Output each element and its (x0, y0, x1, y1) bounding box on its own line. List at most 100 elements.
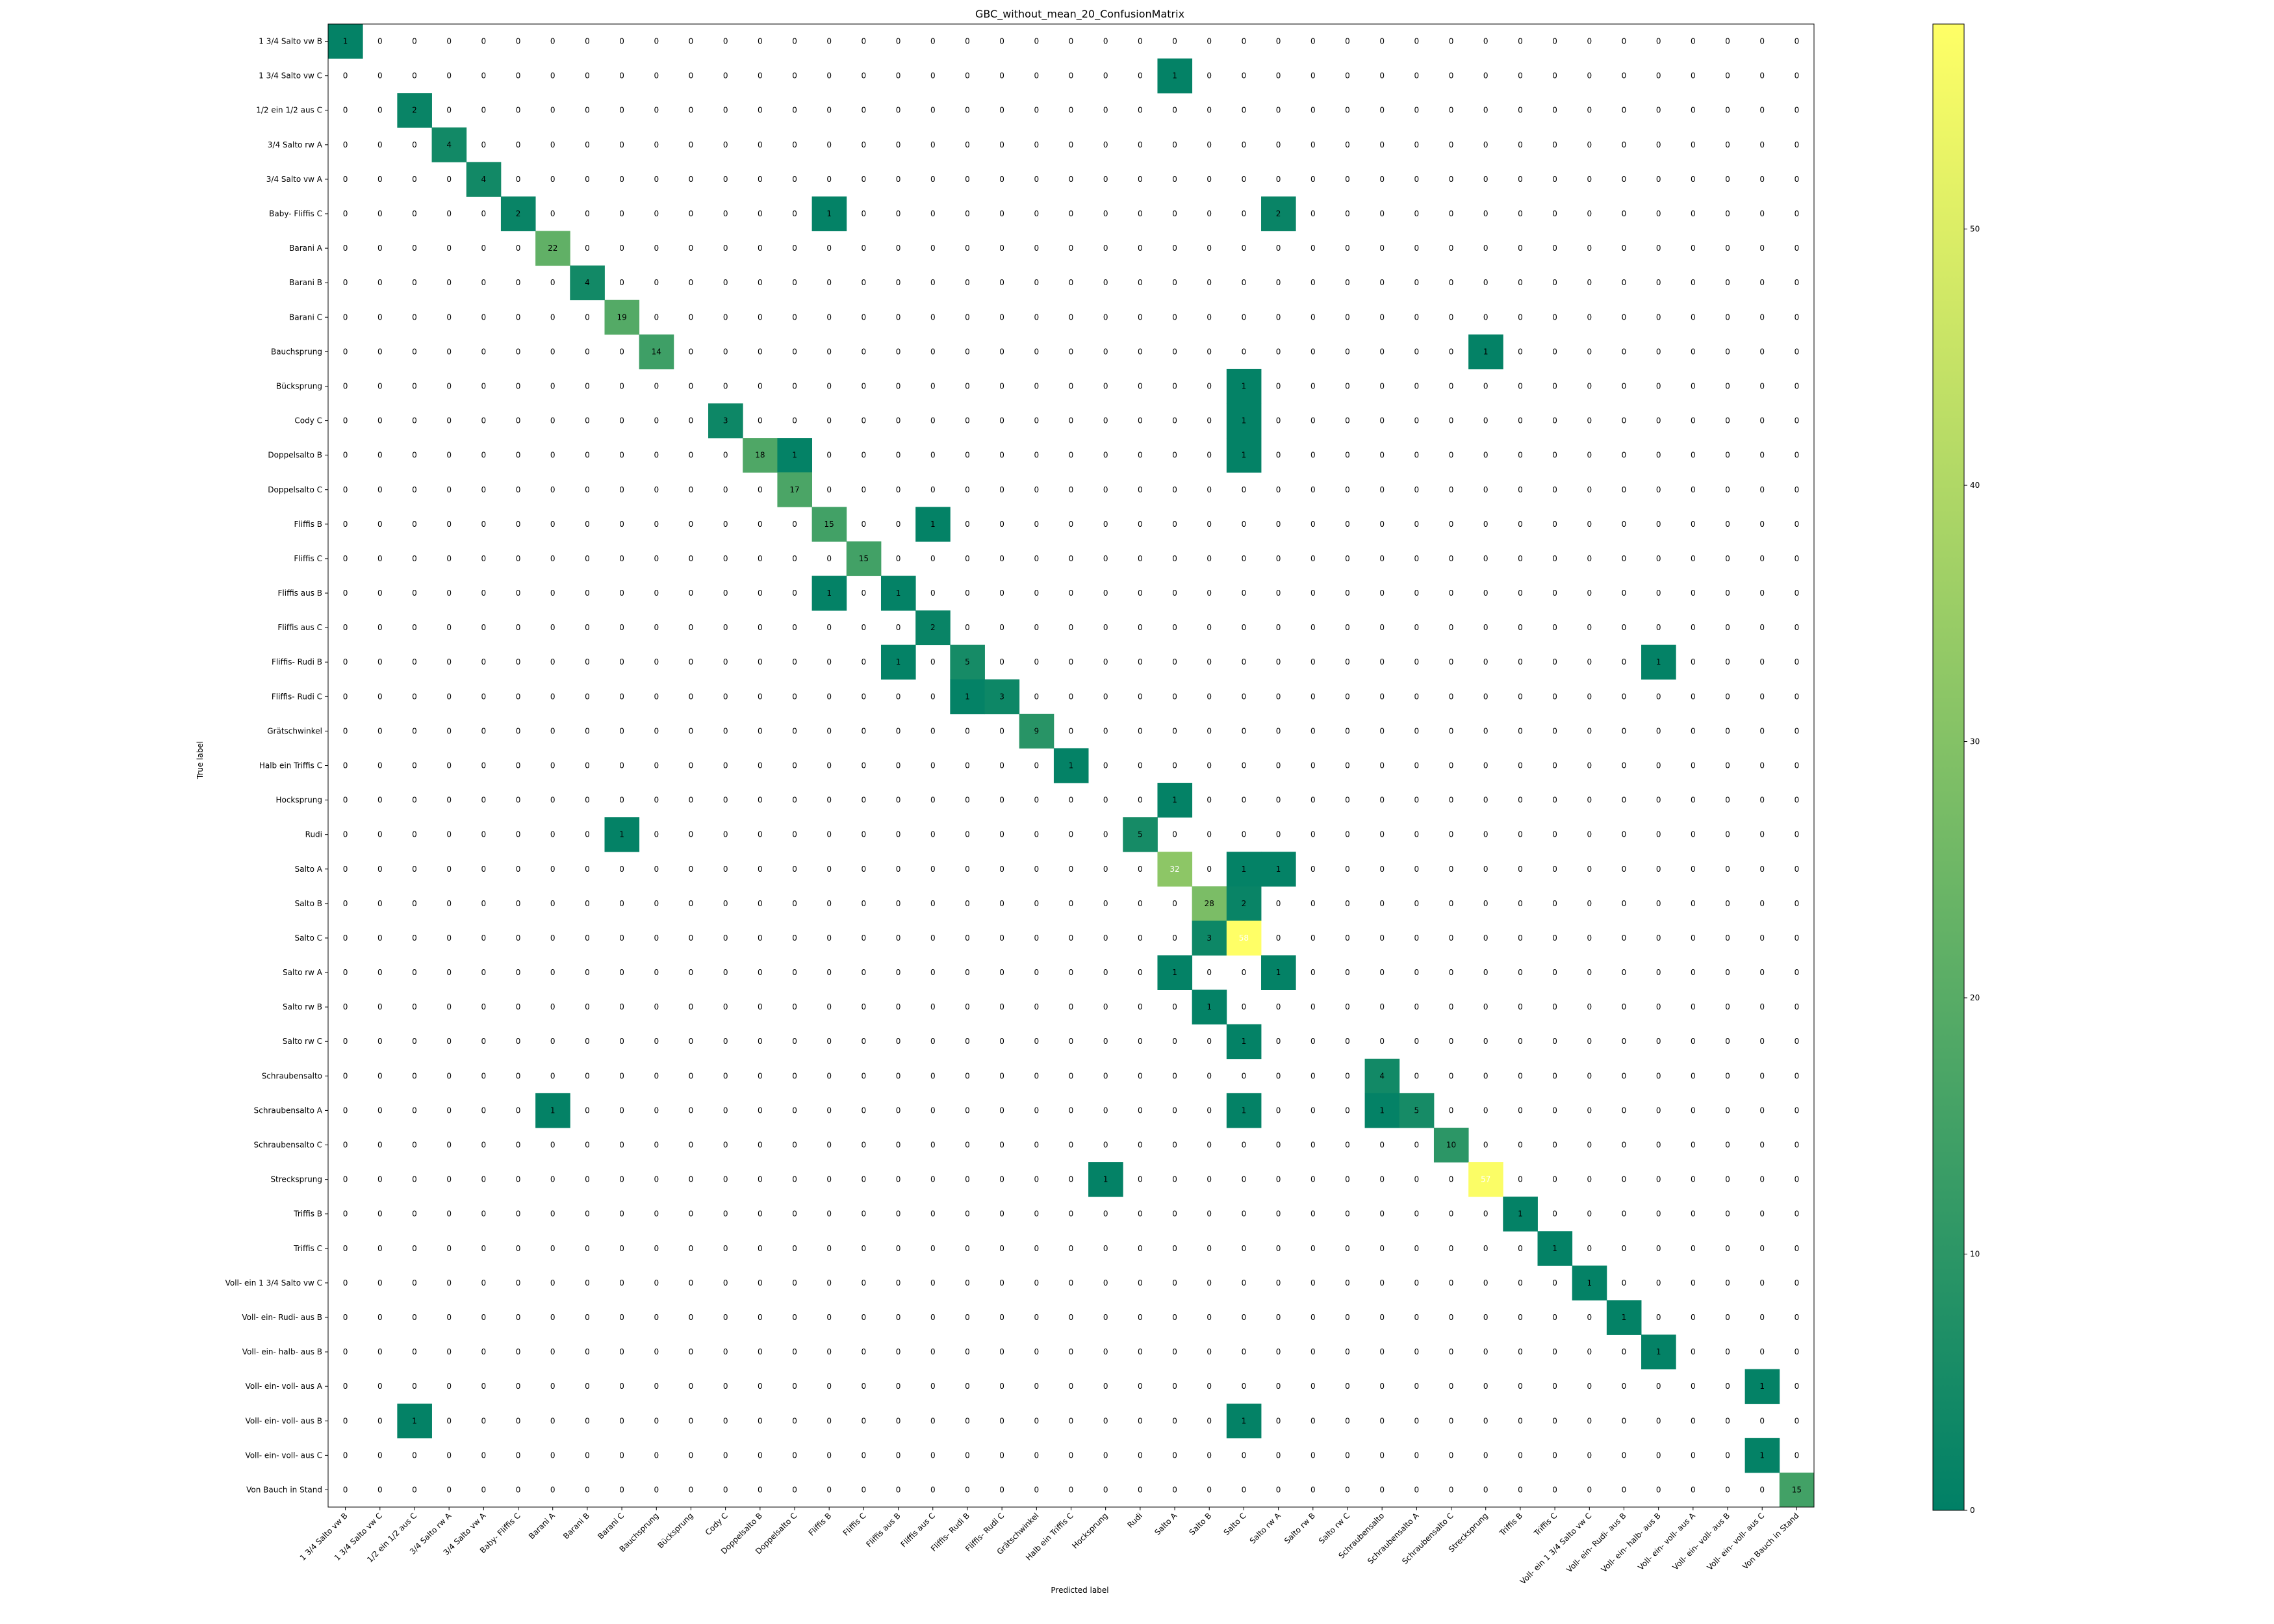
cell-value-label: 0 (1414, 1416, 1420, 1425)
cell-value-label: 0 (1138, 485, 1143, 494)
cell-value-label: 0 (1518, 1002, 1523, 1011)
cell-value-label: 0 (446, 1106, 452, 1115)
cell-value-label: 0 (1656, 796, 1661, 805)
cell-value-label: 0 (1207, 1416, 1212, 1425)
cell-value-label: 0 (1379, 589, 1385, 598)
cell-value-label: 0 (689, 1416, 694, 1425)
cell-value-label: 1 (1656, 1347, 1661, 1356)
cell-value-label: 0 (1691, 71, 1696, 81)
cell-value-label: 0 (377, 106, 383, 115)
cell-value-label: 1 (1242, 1416, 1247, 1425)
cell-value-label: 0 (965, 140, 970, 149)
cell-value-label: 0 (1449, 416, 1454, 425)
cell-value-label: 0 (1656, 485, 1661, 494)
cell-value-label: 0 (1552, 1071, 1557, 1080)
cell-value-label: 0 (481, 1416, 487, 1425)
cell-value-label: 0 (965, 1071, 970, 1080)
cell-value-label: 0 (412, 968, 417, 977)
cell-value-label: 0 (826, 1071, 832, 1080)
cell-value-label: 0 (1069, 657, 1074, 666)
cell-value-label: 0 (585, 865, 590, 874)
cell-value-label: 0 (896, 761, 901, 770)
cell-value-label: 0 (826, 278, 832, 287)
cell-value-label: 0 (1379, 278, 1385, 287)
cell-value-label: 0 (1069, 520, 1074, 529)
cell-value-label: 1 (1172, 968, 1177, 977)
cell-value-label: 1 (826, 589, 832, 598)
cell-value-label: 0 (1172, 1485, 1177, 1494)
cell-value-label: 1 (826, 209, 832, 218)
cell-value-label: 0 (1069, 1037, 1074, 1046)
cell-value-label: 0 (377, 1451, 383, 1460)
cell-value-label: 0 (1172, 209, 1177, 218)
cell-value-label: 0 (1379, 933, 1385, 943)
cell-value-label: 0 (1552, 416, 1557, 425)
cell-value-label: 0 (1138, 554, 1143, 563)
cell-value-label: 0 (1242, 1002, 1247, 1011)
cell-value-label: 0 (654, 761, 659, 770)
cell-value-label: 0 (1103, 1313, 1108, 1322)
cell-value-label: 0 (1310, 278, 1316, 287)
cell-value-label: 0 (1414, 1210, 1420, 1219)
cell-value-label: 0 (343, 520, 348, 529)
cell-value-label: 0 (758, 175, 763, 184)
cell-value-label: 0 (1483, 968, 1488, 977)
cell-value-label: 1 (1483, 347, 1488, 356)
cell-value-label: 0 (999, 1141, 1004, 1150)
cell-value-label: 0 (965, 1210, 970, 1219)
cell-value-label: 0 (896, 312, 901, 322)
cell-value-label: 0 (1518, 71, 1523, 81)
cell-value-label: 0 (1725, 968, 1730, 977)
cell-value-label: 0 (585, 244, 590, 253)
cell-value-label: 0 (1310, 1485, 1316, 1494)
cell-value-label: 0 (1725, 554, 1730, 563)
cell-value-label: 0 (930, 175, 936, 184)
cell-value-label: 0 (446, 451, 452, 460)
cell-value-label: 0 (1656, 865, 1661, 874)
cell-value-label: 0 (1552, 1141, 1557, 1150)
cell-value-label: 0 (585, 830, 590, 839)
cell-value-label: 0 (481, 1175, 487, 1184)
cell-value-label: 0 (1069, 830, 1074, 839)
cell-value-label: 0 (1310, 381, 1316, 390)
cell-value-label: 0 (689, 1244, 694, 1253)
x-tick-label: Voll- ein- voll- aus A (1636, 1511, 1697, 1572)
cell-value-label: 0 (1414, 278, 1420, 287)
cell-value-label: 0 (1345, 347, 1350, 356)
cell-value-label: 0 (446, 1313, 452, 1322)
cell-value-label: 0 (1172, 37, 1177, 46)
cell-value-label: 0 (1414, 209, 1420, 218)
cell-value-label: 0 (1483, 554, 1488, 563)
cell-value-label: 0 (1069, 71, 1074, 81)
cell-value-label: 0 (826, 933, 832, 943)
cell-value-label: 0 (1242, 589, 1247, 598)
cell-value-label: 0 (654, 692, 659, 701)
cell-value-label: 0 (1483, 1071, 1488, 1080)
cell-value-label: 0 (1207, 312, 1212, 322)
cell-value-label: 1 (1242, 416, 1247, 425)
cell-value-label: 0 (689, 347, 694, 356)
cell-value-label: 0 (723, 1416, 728, 1425)
cell-value-label: 0 (862, 381, 867, 390)
cell-value-label: 0 (1622, 1002, 1627, 1011)
cell-value-label: 0 (1622, 278, 1627, 287)
cell-value-label: 0 (619, 1175, 624, 1184)
cell-value-label: 0 (896, 1451, 901, 1460)
cell-value-label: 0 (1691, 451, 1696, 460)
cell-value-label: 0 (1622, 312, 1627, 322)
cell-value-label: 0 (1552, 175, 1557, 184)
cell-value-label: 0 (619, 726, 624, 735)
cell-value-label: 0 (654, 726, 659, 735)
cell-value-label: 0 (896, 726, 901, 735)
cell-value-label: 0 (999, 1175, 1004, 1184)
cell-value-label: 1 (1103, 1175, 1108, 1184)
cell-value-label: 0 (1414, 381, 1420, 390)
cell-value-label: 0 (1172, 1313, 1177, 1322)
cell-value-label: 0 (1034, 520, 1039, 529)
cell-value-label: 0 (481, 37, 487, 46)
cell-value-label: 0 (1587, 416, 1592, 425)
cell-value-label: 0 (1242, 140, 1247, 149)
cell-value-label: 0 (1552, 933, 1557, 943)
cell-value-label: 0 (550, 71, 556, 81)
cell-value-label: 0 (1552, 1382, 1557, 1391)
